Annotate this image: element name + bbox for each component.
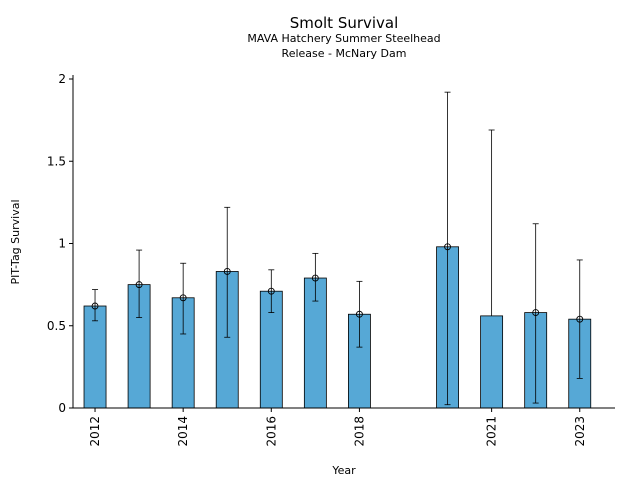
x-tick-label: 2018 <box>352 416 366 447</box>
x-tick-label: 2016 <box>264 416 278 447</box>
point-2016 <box>267 287 275 295</box>
y-tick-label: 1.5 <box>47 154 66 168</box>
point-2014 <box>179 294 187 302</box>
x-tick-label: 2021 <box>485 416 499 447</box>
y-tick-label: 0.5 <box>47 319 66 333</box>
y-tick-label: 0 <box>58 401 66 415</box>
chart-subtitle-line-2: Release - McNary Dam <box>282 47 407 60</box>
points-group <box>91 243 584 323</box>
error-bars-group <box>92 91 583 406</box>
point-2018 <box>355 310 363 318</box>
point-2013 <box>135 281 143 289</box>
point-2017 <box>311 274 319 282</box>
point-2020 <box>444 243 452 251</box>
chart-subtitle-line-1: MAVA Hatchery Summer Steelhead <box>247 32 440 45</box>
bars-group <box>83 246 592 409</box>
x-ticks-group: 2012 2014 2016 2018 2021 2023 <box>88 408 587 447</box>
x-axis-label: Year <box>331 464 356 477</box>
y-tick-label: 2 <box>58 72 66 86</box>
x-tick-label: 2014 <box>176 416 190 447</box>
point-2015 <box>223 268 231 275</box>
y-tick-label: 1 <box>58 237 66 251</box>
point-2012 <box>91 302 99 310</box>
y-axis-label: PIT-Tag Survival <box>9 199 22 284</box>
point-2022 <box>532 309 540 317</box>
bar-2021 <box>480 315 504 409</box>
x-tick-label: 2012 <box>88 416 102 447</box>
y-ticks-group: 0 0.5 1 1.5 2 <box>47 72 73 415</box>
chart-title: Smolt Survival <box>290 14 399 32</box>
bar-2012 <box>83 305 107 409</box>
x-tick-label: 2023 <box>573 416 587 447</box>
point-2023 <box>576 315 584 323</box>
